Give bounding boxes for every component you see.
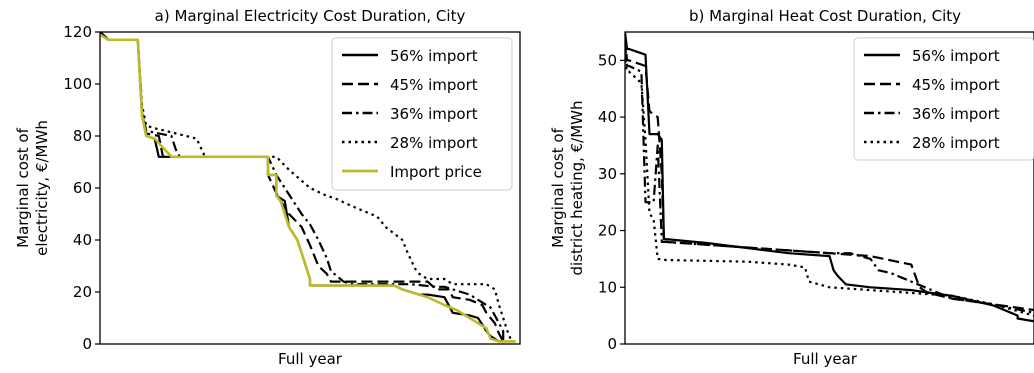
chart-b-series-line-3 [625, 43, 1034, 314]
chart-a-y-tick-label: 0 [82, 335, 92, 353]
chart-a-legend-label: 28% import [390, 134, 478, 152]
chart-a-ylabel-line1: Marginal cost of [14, 127, 32, 247]
chart-b-y-tick-label: 10 [598, 278, 617, 296]
chart-b-frame [624, 31, 1034, 345]
chart-a-series-line-3 [100, 32, 505, 342]
chart-a-series-line-4 [100, 32, 513, 342]
panel-a: a) Marginal Electricity Cost Duration, C… [14, 7, 521, 368]
chart-b-legend-label: 45% import [912, 76, 1000, 94]
chart-a-legend-label: 45% import [390, 76, 478, 94]
chart-b-legend-label: 28% import [912, 134, 1000, 152]
chart-a-y-tick-label: 20 [73, 283, 92, 301]
chart-a-legend-label: 56% import [390, 47, 478, 65]
chart-a-y-axis: 0 20 40 60 80 100 120 [63, 23, 100, 353]
chart-b-series-line-4 [625, 60, 1034, 317]
chart-b-ylabel-line2: district heating, €/MWh [568, 100, 586, 275]
chart-a-xlabel: Full year [278, 350, 343, 368]
chart-b-y-axis: 0 10 20 30 40 50 [598, 51, 625, 353]
chart-b-plot-area [624, 31, 1034, 345]
chart-b-title: b) Marginal Heat Cost Duration, City [689, 7, 961, 25]
chart-a-y-tick-label: 60 [73, 179, 92, 197]
chart-a-legend-label: 36% import [390, 105, 478, 123]
chart-b-y-tick-label: 0 [607, 335, 617, 353]
chart-b-y-tick-label: 40 [598, 108, 617, 126]
chart-a-legend-label: Import price [390, 163, 482, 181]
chart-b-ylabel-line1: Marginal cost of [549, 127, 567, 247]
chart-b-legend-label: 36% import [912, 105, 1000, 123]
chart-b-legend: 56% import 45% import 36% import 28% import [853, 37, 1034, 161]
chart-b-y-tick-label: 50 [598, 51, 617, 69]
chart-a-title: a) Marginal Electricity Cost Duration, C… [155, 7, 466, 25]
chart-b-legend-box [853, 37, 1034, 161]
chart-a-y-tick-label: 80 [73, 127, 92, 145]
chart-b-y-tick-label: 30 [598, 165, 617, 183]
panel-b: b) Marginal Heat Cost Duration, City Mar… [549, 7, 1034, 368]
chart-b-legend-label: 56% import [912, 47, 1000, 65]
chart-a-series-line-2 [100, 32, 505, 342]
chart-a-y-tick-label: 100 [63, 75, 92, 93]
chart-b-xlabel: Full year [793, 350, 858, 368]
chart-a-legend-box [331, 37, 513, 191]
chart-a-y-tick-label: 120 [63, 23, 92, 41]
chart-b-y-tick-label: 20 [598, 222, 617, 240]
chart-a-ylabel-line2: electricity, €/MWh [33, 120, 51, 256]
chart-a-legend: 56% import 45% import 36% import 28% import… [331, 37, 513, 191]
chart-a-series-line-5 [100, 33, 516, 343]
chart-a-y-tick-label: 40 [73, 231, 92, 249]
